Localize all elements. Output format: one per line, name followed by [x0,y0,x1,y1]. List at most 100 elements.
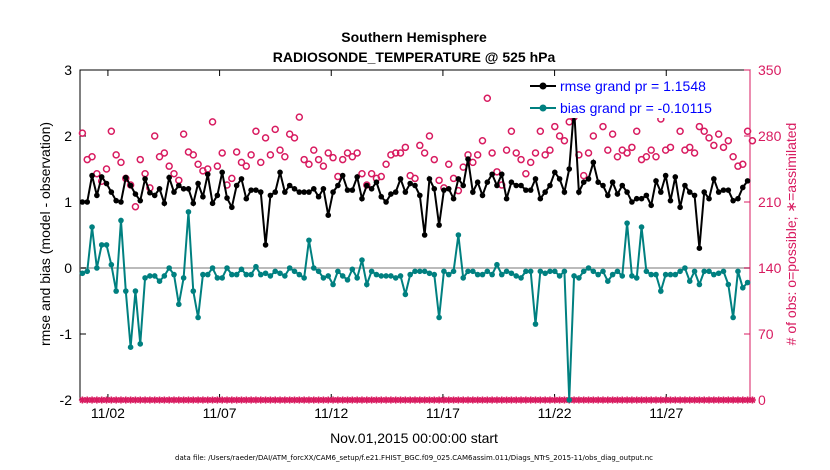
bias-point [682,265,688,271]
rmse-point [233,182,240,189]
bias-point [624,220,630,226]
rmse-point [224,195,230,201]
obs-assimilated-point [478,396,486,404]
obs-assimilated-point [218,396,226,404]
bias-point [715,270,722,277]
bias-point [118,217,124,224]
obs-assimilated-point [642,396,650,404]
obs-assimilated-point [146,396,154,404]
obs-assimilated-point [719,396,727,404]
rmse-point [349,187,356,193]
obs-assimilated-point [78,396,86,404]
obs-assimilated-point [430,396,438,404]
rmse-point [450,195,457,202]
obs-assimilated-point [209,396,217,404]
bias-point [494,261,500,268]
bias-point [691,268,698,275]
rmse-point [315,193,322,200]
bias-point [315,268,322,275]
rmse-point [474,179,481,185]
obs-assimilated-point [247,396,255,404]
obs-assimilated-point [257,396,265,404]
bias-point [156,278,163,285]
y-axis-label: rmse and bias (model - observation) [37,122,53,346]
rmse-point [638,195,645,202]
bias-point [407,271,413,278]
bias-point [725,281,732,288]
rmse-point [209,200,216,207]
obs-possible-point [150,132,159,140]
rmse-point [711,176,717,182]
obs-possible-point [343,149,352,157]
obs-possible-point [401,143,410,152]
bias-point [195,314,201,321]
obs-possible-point [435,176,443,185]
obs-assimilated-point [527,396,535,404]
bias-point [402,291,409,298]
obs-assimilated-point [580,396,588,404]
rmse-point [513,182,520,189]
obs-assimilated-point [734,396,742,404]
bias-point [735,268,741,275]
rmse-point [277,169,283,176]
bias-point [344,277,351,283]
obs-possible-point [714,130,723,138]
obs-assimilated-point [107,396,115,404]
rmse-point [388,191,394,197]
obs-possible-point [729,152,737,161]
obs-assimilated-point [551,396,559,404]
bias-point [653,271,659,278]
obs-possible-point [604,146,612,154]
bias-point [711,271,717,278]
rmse-point [609,179,616,185]
obs-possible-point [107,127,116,136]
obs-possible-point [710,141,718,150]
bias-point [460,275,467,281]
bias-point [330,281,336,288]
obs-possible-point [324,149,332,157]
bias-point [383,273,389,279]
rmse-point [508,179,515,185]
rmse-point [421,232,428,238]
obs-assimilated-point [715,396,723,404]
obs-possible-point [237,158,246,167]
rmse-point [378,193,385,200]
obs-assimilated-point [744,396,752,404]
rmse-point [561,189,568,195]
bias-point [296,271,303,278]
x-tick-label: 11/27 [649,405,683,421]
bias-point [600,268,606,275]
obs-possible-point [690,149,699,157]
bias-point [282,273,288,279]
obs-possible-point [396,149,405,157]
rmse-point [142,176,148,182]
bias-point [373,271,380,278]
bias-point [450,268,457,275]
obs-assimilated-point [382,396,390,404]
bias-point [214,275,221,281]
obs-possible-point [478,136,487,145]
bias-point [185,209,192,215]
obs-assimilated-point [213,396,221,404]
rmse-point [648,202,654,209]
rmse-point [118,199,124,205]
rmse-point [132,191,139,197]
rmse-line [82,108,749,249]
obs-assimilated-point [83,396,91,404]
bias-point [397,273,404,279]
x-tick-label: 11/02 [91,405,125,421]
bias-point [200,271,206,278]
obs-assimilated-point [237,396,245,404]
bias-point [421,268,428,275]
bias-point [166,265,172,271]
rmse-point [686,189,693,195]
bias-point [142,275,148,281]
obs-assimilated-point [666,396,674,404]
obs-assimilated-point [594,396,602,404]
obs-assimilated-point [315,396,323,404]
rmse-point [696,245,703,251]
bias-point [426,270,433,277]
x-tick-label: 11/17 [426,405,460,421]
x-tick-label: 11/12 [314,405,348,421]
obs-assimilated-point [363,396,371,404]
